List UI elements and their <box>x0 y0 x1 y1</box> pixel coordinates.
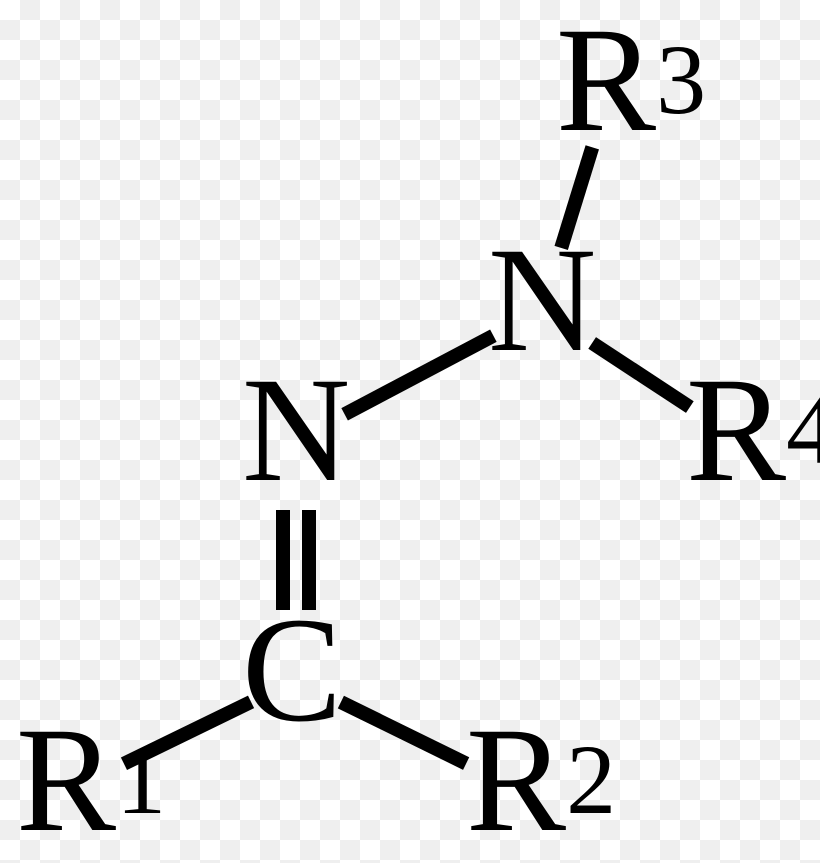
atom-n1: N <box>242 355 350 505</box>
atom-r3: R3 <box>556 5 706 155</box>
atom-r2: R2 <box>466 705 616 855</box>
atom-n2: N <box>488 225 596 375</box>
atom-c: C <box>242 595 342 745</box>
atom-r1: R1 <box>16 705 166 855</box>
structure-canvas: C R1 R2 N N R3 R4 <box>0 0 820 863</box>
atom-r4: R4 <box>686 355 820 505</box>
